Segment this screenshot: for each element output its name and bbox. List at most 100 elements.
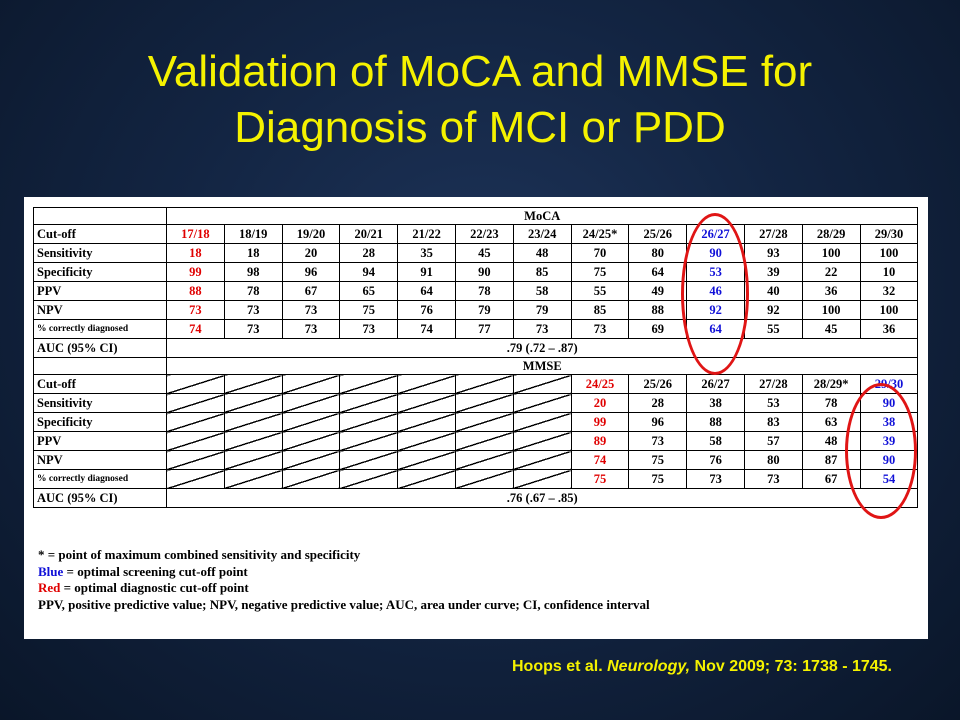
moca-section-header: MoCA: [165, 207, 919, 225]
table-cell: 69: [628, 319, 688, 339]
table-cell: 67: [801, 469, 861, 489]
table-cell: 73: [166, 300, 225, 320]
table-cell: 88: [628, 300, 688, 320]
hatched-cell: [166, 393, 225, 413]
hatched-cell: [339, 393, 399, 413]
moca-section-header-row: MoCA: [33, 207, 919, 225]
table-cell: 25/26: [628, 224, 688, 244]
table-cell: 35: [397, 243, 456, 263]
citation-details: Nov 2009; 73: 1738 - 1745.: [690, 658, 892, 675]
hatched-cell: [223, 431, 283, 451]
hatched-cell: [339, 412, 399, 432]
table-cell: 20/21: [339, 224, 399, 244]
moca-row-label: % correctly diagnosed: [33, 319, 167, 339]
hatched-cell: [223, 374, 283, 394]
table-cell: 96: [281, 262, 341, 282]
table-image-panel: MoCA Cut-off 17/18 18/19 19/20 20/21 21/22 22/2…: [24, 197, 928, 639]
table-cell: 73: [628, 431, 688, 451]
table-cell: 73: [743, 469, 803, 489]
table-cell: 73: [223, 319, 283, 339]
mmse-row-label: Cut-off: [33, 374, 167, 394]
table-row: % correctly diagnosed 74 73 73 73 74 77 73 73 69 6…: [33, 319, 919, 339]
table-cell: 75: [628, 469, 688, 489]
table-cell: 55: [743, 319, 803, 339]
table-row: Sensitivity 20 28 38 53 78 90: [33, 393, 919, 413]
table-cell: 83: [743, 412, 803, 432]
hatched-cell: [454, 469, 514, 489]
table-cell: 88: [166, 281, 225, 301]
mmse-row-label: NPV: [33, 450, 167, 470]
note-red-text: = optimal diagnostic cut-off point: [60, 580, 249, 595]
table-cell: 73: [281, 300, 341, 320]
table-cell: 36: [859, 319, 919, 339]
table-cell: 29/30: [859, 224, 919, 244]
table-cell: 75: [628, 450, 688, 470]
moca-auc-row: AUC (95% CI) .79 (.72 – .87): [33, 338, 919, 358]
moca-row-label: Sensitivity: [33, 243, 167, 263]
table-cell: 88: [686, 412, 745, 432]
table-cell: 48: [512, 243, 572, 263]
table-cell: 96: [628, 412, 688, 432]
table-cell: 18: [223, 243, 283, 263]
table-cell: 74: [397, 319, 456, 339]
mmse-auc-label: AUC (95% CI): [33, 488, 167, 508]
table-cell: 100: [801, 243, 861, 263]
table-cell: 90: [454, 262, 514, 282]
hatched-cell: [512, 450, 572, 470]
slide-title: Validation of MoCA and MMSE for Diagnosi…: [40, 44, 920, 156]
hatched-cell: [223, 469, 283, 489]
table-cell: 92: [743, 300, 803, 320]
hatched-cell: [166, 469, 225, 489]
table-cell: 26/27: [686, 374, 745, 394]
mmse-row-label: Specificity: [33, 412, 167, 432]
hatched-cell: [454, 374, 514, 394]
table-cell: 75: [570, 469, 630, 489]
hatched-cell: [223, 450, 283, 470]
hatched-cell: [397, 469, 456, 489]
table-cell: 28: [339, 243, 399, 263]
table-cell: 73: [339, 319, 399, 339]
hatched-cell: [223, 393, 283, 413]
table-cell: 73: [570, 319, 630, 339]
table-cell: 76: [397, 300, 456, 320]
moca-row-label: PPV: [33, 281, 167, 301]
table-cell: 94: [339, 262, 399, 282]
table-cell: 73: [223, 300, 283, 320]
mmse-auc-row: AUC (95% CI) .76 (.67 – .85): [33, 488, 919, 508]
mmse-section-blank-cell: [33, 357, 167, 375]
table-cell: 39: [743, 262, 803, 282]
note-asterisk: * = point of maximum combined sensitivit…: [38, 547, 361, 562]
table-cell: 99: [166, 262, 225, 282]
slide-title-line-2: Diagnosis of MCI or PDD: [234, 103, 726, 152]
hatched-cell: [512, 431, 572, 451]
moca-section-blank-cell: [33, 207, 167, 225]
table-cell: 25/26: [628, 374, 688, 394]
table-cell: 58: [686, 431, 745, 451]
hatched-cell: [512, 393, 572, 413]
table-cell: 23/24: [512, 224, 572, 244]
hatched-cell: [454, 450, 514, 470]
note-abbreviations: PPV, positive predictive value; NPV, neg…: [38, 596, 650, 612]
hatched-cell: [339, 450, 399, 470]
table-cell: 18: [166, 243, 225, 263]
table-cell: 53: [743, 393, 803, 413]
table-cell: 24/25*: [570, 224, 630, 244]
hatched-cell: [166, 412, 225, 432]
table-cell: 45: [454, 243, 514, 263]
table-cell: 10: [859, 262, 919, 282]
table-cell: 28: [628, 393, 688, 413]
hatched-cell: [512, 469, 572, 489]
table-cell: 85: [512, 262, 572, 282]
hatched-cell: [339, 374, 399, 394]
hatched-cell: [223, 412, 283, 432]
hatched-cell: [339, 469, 399, 489]
table-cell: 75: [570, 262, 630, 282]
hatched-cell: [339, 431, 399, 451]
table-cell: 100: [859, 243, 919, 263]
table-cell: 99: [570, 412, 630, 432]
citation-authors: Hoops et al.: [512, 658, 608, 675]
moca-auc-label: AUC (95% CI): [33, 338, 167, 358]
table-cell: 80: [628, 243, 688, 263]
table-cell: 28/29*: [801, 374, 861, 394]
table-cell: 45: [801, 319, 861, 339]
